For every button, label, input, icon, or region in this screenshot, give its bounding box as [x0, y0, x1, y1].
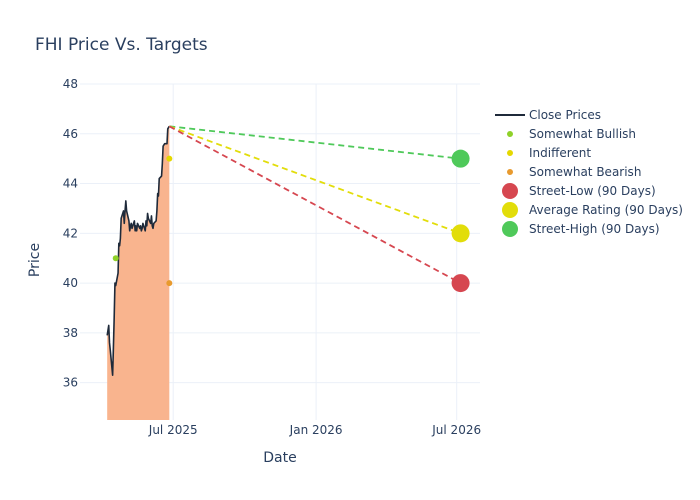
legend-rating-1-label: Indifferent — [529, 146, 591, 160]
rating-point-0 — [112, 255, 119, 262]
rating-point-1 — [166, 155, 173, 162]
legend-target-1-swatch — [502, 202, 518, 218]
y-axis-title: Price — [27, 243, 43, 277]
price-lines — [106, 125, 462, 376]
x-tick-label: Jan 2026 — [289, 423, 343, 437]
legend-target-1-label: Average Rating (90 Days) — [529, 203, 683, 217]
legend-target-0-label: Street-Low (90 Days) — [529, 184, 656, 198]
x-tick-label: Jul 2026 — [431, 423, 481, 437]
target-point-2 — [451, 149, 470, 168]
legend-rating-1-swatch — [507, 150, 513, 156]
x-axis-title: Date — [263, 450, 296, 466]
y-tick-label: 40 — [63, 276, 78, 290]
price-area-fill — [107, 126, 170, 421]
close-price-line — [106, 125, 170, 376]
rating-point-2 — [166, 280, 173, 287]
legend-rating-2-label: Somewhat Bearish — [529, 165, 641, 179]
legend-target-2-swatch — [502, 221, 518, 237]
target-line-1 — [169, 125, 461, 235]
y-tick-label: 38 — [63, 326, 78, 340]
y-tick-label: 36 — [63, 376, 78, 390]
y-tick-label: 42 — [63, 226, 78, 240]
y-tick-label: 44 — [63, 177, 78, 191]
legend-target-0-swatch — [502, 183, 518, 199]
axes: 36 38 40 42 44 46 48 Jul 2025 Jan 2026 Jul 2026 — [63, 77, 481, 437]
legend-rating-0-label: Somewhat Bullish — [529, 127, 636, 141]
x-tick-label: Jul 2025 — [148, 423, 198, 437]
target-line-0 — [168, 125, 462, 284]
price-area — [107, 126, 170, 421]
legend-rating-2-swatch — [507, 169, 513, 175]
target-line-2 — [169, 125, 461, 160]
legend-target-2-label: Street-High (90 Days) — [529, 222, 660, 236]
y-tick-label: 48 — [63, 77, 78, 91]
legend-close-prices-label: Close Prices — [529, 108, 601, 122]
legend-rating-0-swatch — [507, 131, 513, 137]
chart-title: FHI Price Vs. Targets — [35, 35, 208, 55]
target-point-1 — [451, 224, 470, 243]
legend[interactable]: Close Prices Somewhat Bullish Indifferent S… — [495, 108, 683, 237]
y-tick-label: 46 — [63, 127, 78, 141]
markers — [112, 149, 470, 293]
target-point-0 — [451, 274, 470, 293]
